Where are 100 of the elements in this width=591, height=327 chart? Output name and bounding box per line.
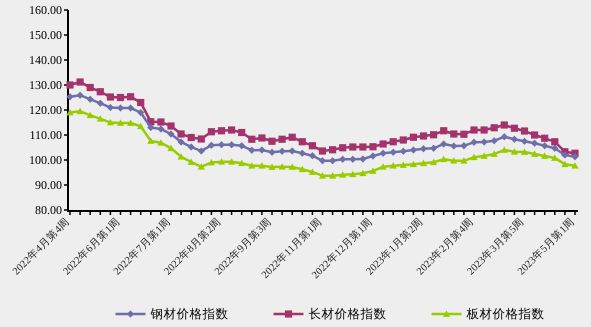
y-tick-label: 130.00 xyxy=(29,78,62,92)
point xyxy=(238,128,246,136)
point xyxy=(390,162,397,169)
point xyxy=(490,137,498,144)
point xyxy=(500,146,508,153)
point xyxy=(339,171,346,178)
point xyxy=(410,146,417,154)
y-tick-label: 160.00 xyxy=(29,3,62,17)
point xyxy=(268,163,276,170)
point xyxy=(96,115,104,122)
point xyxy=(420,132,428,140)
point xyxy=(329,157,336,164)
point xyxy=(541,152,548,159)
point xyxy=(318,147,326,155)
point xyxy=(329,146,336,154)
point xyxy=(359,143,366,151)
point xyxy=(359,170,366,176)
point xyxy=(76,78,84,86)
point xyxy=(167,130,175,138)
point xyxy=(268,138,276,145)
point xyxy=(510,124,518,132)
point xyxy=(218,158,226,165)
point xyxy=(520,127,528,135)
point xyxy=(137,98,144,106)
point xyxy=(288,147,296,155)
point xyxy=(218,127,226,134)
point xyxy=(106,104,114,112)
point xyxy=(531,150,538,157)
point xyxy=(551,138,558,146)
point xyxy=(248,146,256,154)
point xyxy=(178,130,185,138)
y-tick-label: 100.00 xyxy=(29,153,62,167)
point xyxy=(258,134,266,142)
point xyxy=(430,144,438,152)
point xyxy=(390,148,397,156)
point xyxy=(520,148,528,155)
point xyxy=(440,127,448,134)
point xyxy=(96,88,104,96)
point xyxy=(430,131,438,138)
point xyxy=(541,134,548,142)
point xyxy=(228,126,236,134)
point xyxy=(188,143,195,151)
point xyxy=(531,140,538,147)
point xyxy=(349,143,356,151)
point xyxy=(430,158,438,166)
point xyxy=(106,118,114,126)
point xyxy=(349,170,356,178)
point xyxy=(480,138,488,146)
y-tick-label: 140.00 xyxy=(29,53,62,67)
point xyxy=(238,160,246,166)
point xyxy=(571,153,579,160)
point xyxy=(420,160,428,166)
point xyxy=(198,147,205,155)
point xyxy=(308,142,316,150)
point xyxy=(278,136,286,143)
point xyxy=(76,92,84,99)
point xyxy=(380,163,387,170)
point xyxy=(248,162,256,169)
point xyxy=(66,81,74,89)
point xyxy=(531,131,538,139)
point xyxy=(208,128,215,136)
y-tick-label: 90.00 xyxy=(35,178,62,192)
point xyxy=(127,93,134,100)
point xyxy=(369,143,377,150)
point xyxy=(510,136,518,143)
point xyxy=(318,172,326,179)
point xyxy=(116,119,124,126)
point xyxy=(460,142,468,150)
point xyxy=(541,142,548,150)
point xyxy=(369,152,377,160)
point xyxy=(470,154,478,160)
point xyxy=(198,135,205,143)
legend-label: 板材价格指数 xyxy=(466,307,544,321)
point xyxy=(440,156,448,162)
point xyxy=(157,139,164,146)
point xyxy=(258,162,266,169)
point xyxy=(298,150,306,157)
point xyxy=(510,148,518,155)
point xyxy=(228,158,236,165)
point xyxy=(369,167,377,174)
point xyxy=(86,84,94,92)
point xyxy=(339,144,346,152)
point xyxy=(188,158,195,165)
point xyxy=(460,157,468,164)
point xyxy=(380,140,387,148)
point xyxy=(561,151,568,159)
point xyxy=(208,158,215,166)
point xyxy=(410,134,417,141)
point xyxy=(268,148,276,156)
point xyxy=(116,94,124,102)
point xyxy=(460,130,468,138)
point xyxy=(127,119,134,126)
point xyxy=(238,142,246,150)
point xyxy=(480,126,488,134)
point xyxy=(147,124,154,132)
point xyxy=(490,150,498,157)
point xyxy=(137,122,144,130)
point xyxy=(76,108,84,114)
point xyxy=(178,153,185,160)
point xyxy=(66,93,74,100)
